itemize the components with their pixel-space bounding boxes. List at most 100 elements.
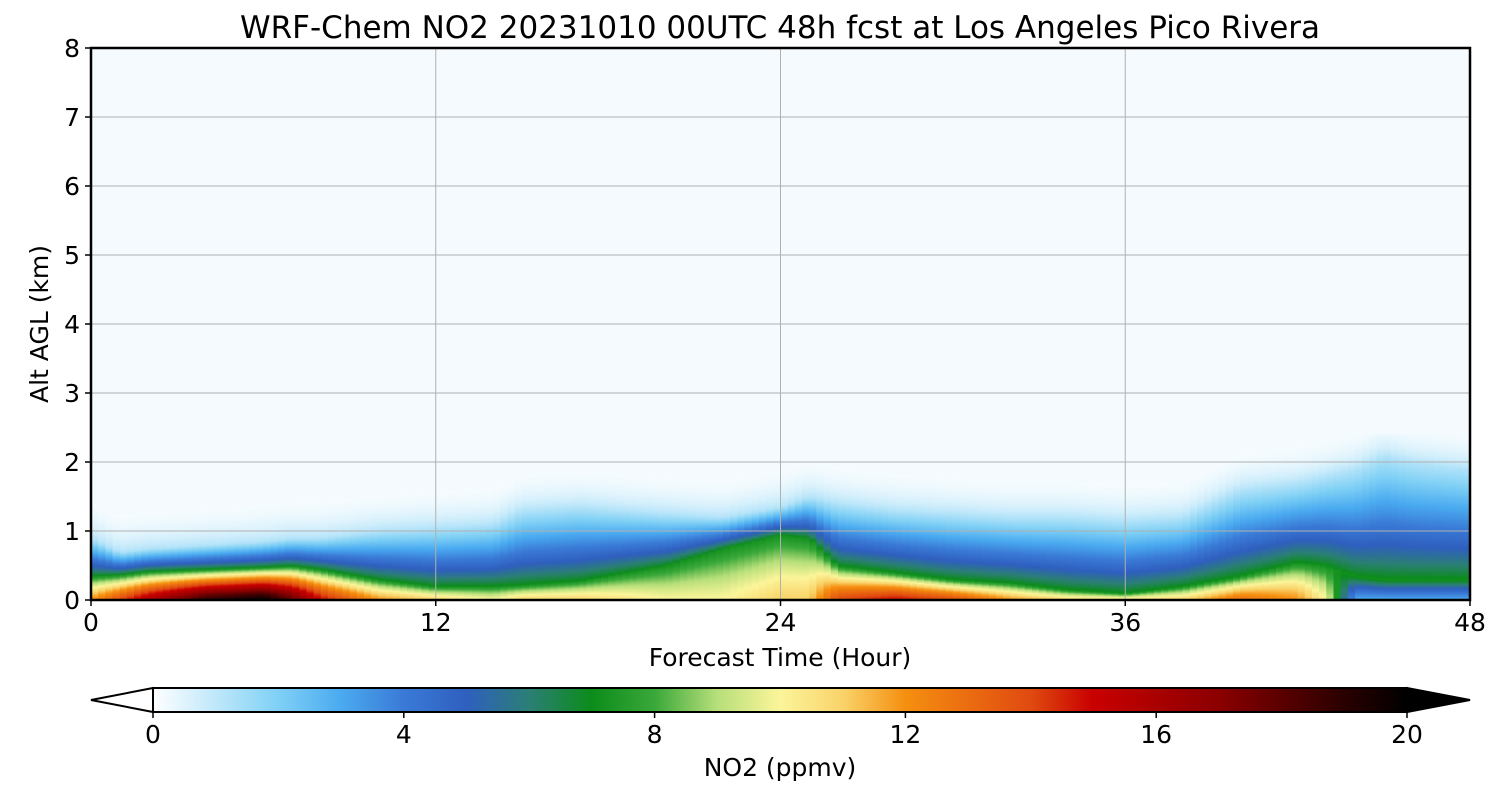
heatmap-cell <box>213 592 221 595</box>
heatmap-cell <box>119 588 128 591</box>
heatmap-cell <box>148 552 157 555</box>
heatmap-cell <box>126 545 135 547</box>
heatmap-cell <box>270 555 279 558</box>
heatmap-cell <box>299 576 308 578</box>
heatmap-cell <box>270 529 279 532</box>
heatmap-cell <box>227 526 236 529</box>
heatmap-cell <box>213 533 221 536</box>
heatmap-cell <box>284 576 293 578</box>
heatmap-cell <box>306 526 315 529</box>
heatmap-cell <box>105 550 114 552</box>
heatmap-cell <box>284 517 293 519</box>
heatmap-cell <box>155 541 164 543</box>
heatmap-cell <box>263 516 272 518</box>
heatmap-cell <box>299 555 308 558</box>
heatmap-cell <box>313 561 322 564</box>
heatmap-cell <box>177 584 185 587</box>
heatmap-cell <box>249 548 257 550</box>
heatmap-cell <box>328 552 336 555</box>
heatmap-cell <box>213 559 221 562</box>
heatmap-cell <box>205 552 214 555</box>
heatmap-cell <box>141 525 150 528</box>
heatmap-cell <box>284 574 293 576</box>
heatmap-cell <box>249 578 257 580</box>
heatmap-cell <box>299 582 308 585</box>
heatmap-cell <box>177 555 185 558</box>
heatmap-cell <box>191 586 200 589</box>
heatmap-cell <box>213 510 221 513</box>
heatmap-cell <box>148 532 157 535</box>
heatmap-cell <box>320 591 329 594</box>
heatmap-cell <box>277 565 286 568</box>
heatmap-cell <box>155 517 164 519</box>
heatmap-cell <box>134 520 142 522</box>
heatmap-cell <box>292 585 300 588</box>
heatmap-cell <box>170 591 178 594</box>
heatmap-cell <box>213 509 221 512</box>
heatmap-cell <box>162 595 171 598</box>
heatmap-cell <box>198 534 207 537</box>
heatmap-cell <box>313 507 322 510</box>
heatmap-cell <box>148 539 157 542</box>
heatmap-cell <box>205 568 214 571</box>
heatmap-cell <box>148 580 157 582</box>
heatmap-cell <box>249 586 257 589</box>
heatmap-cell <box>148 536 157 539</box>
heatmap-cell <box>284 528 293 531</box>
heatmap-cell <box>119 567 128 570</box>
heatmap-cell <box>177 517 185 519</box>
heatmap-cell <box>263 538 272 541</box>
heatmap-cell <box>177 542 185 544</box>
heatmap-cell <box>234 519 243 521</box>
heatmap-cell <box>98 546 106 548</box>
heatmap-cell <box>162 592 171 595</box>
heatmap-cell <box>299 542 308 544</box>
heatmap-cell <box>256 507 264 510</box>
heatmap-cell <box>213 512 221 514</box>
heatmap-cell <box>98 564 106 567</box>
heatmap-cell <box>119 559 128 562</box>
heatmap-cell <box>205 526 214 529</box>
heatmap-cell <box>105 520 114 522</box>
heatmap-cell <box>91 509 99 512</box>
heatmap-cell <box>105 529 114 532</box>
heatmap-cell <box>227 534 236 537</box>
heatmap-cell <box>105 595 114 598</box>
heatmap-cell <box>313 517 322 519</box>
heatmap-cell <box>134 528 142 531</box>
heatmap-cell <box>249 516 257 518</box>
heatmap-cell <box>227 593 236 596</box>
heatmap-cell <box>126 520 135 522</box>
heatmap-cell <box>105 542 114 544</box>
heatmap-cell <box>198 514 207 516</box>
heatmap-cell <box>320 579 329 581</box>
heatmap-cell <box>277 578 286 580</box>
heatmap-cell <box>177 522 185 525</box>
heatmap-cell <box>198 593 207 596</box>
heatmap-cell <box>112 518 121 520</box>
heatmap-cell <box>177 521 185 523</box>
heatmap-cell <box>227 596 236 599</box>
heatmap-cell <box>299 524 308 527</box>
heatmap-cell <box>320 552 329 555</box>
heatmap-cell <box>263 596 272 599</box>
heatmap-cell <box>98 578 106 580</box>
heatmap-cell <box>213 571 221 573</box>
heatmap-cell <box>234 535 243 538</box>
heatmap-cell <box>205 595 214 598</box>
heatmap-cell <box>263 557 272 560</box>
heatmap-cell <box>141 593 150 596</box>
heatmap-cell <box>227 513 236 515</box>
heatmap-cell <box>263 520 272 522</box>
heatmap-cell <box>141 519 150 521</box>
heatmap-cell <box>191 524 200 527</box>
heatmap-cell <box>292 568 300 571</box>
heatmap-cell <box>134 582 142 585</box>
heatmap-cell <box>170 544 178 546</box>
heatmap-cell <box>299 592 308 595</box>
heatmap-cell <box>284 562 293 565</box>
heatmap-cell <box>213 594 221 597</box>
heatmap-cell <box>91 549 99 551</box>
heatmap-cell <box>191 534 200 537</box>
heatmap-cell <box>241 556 250 559</box>
